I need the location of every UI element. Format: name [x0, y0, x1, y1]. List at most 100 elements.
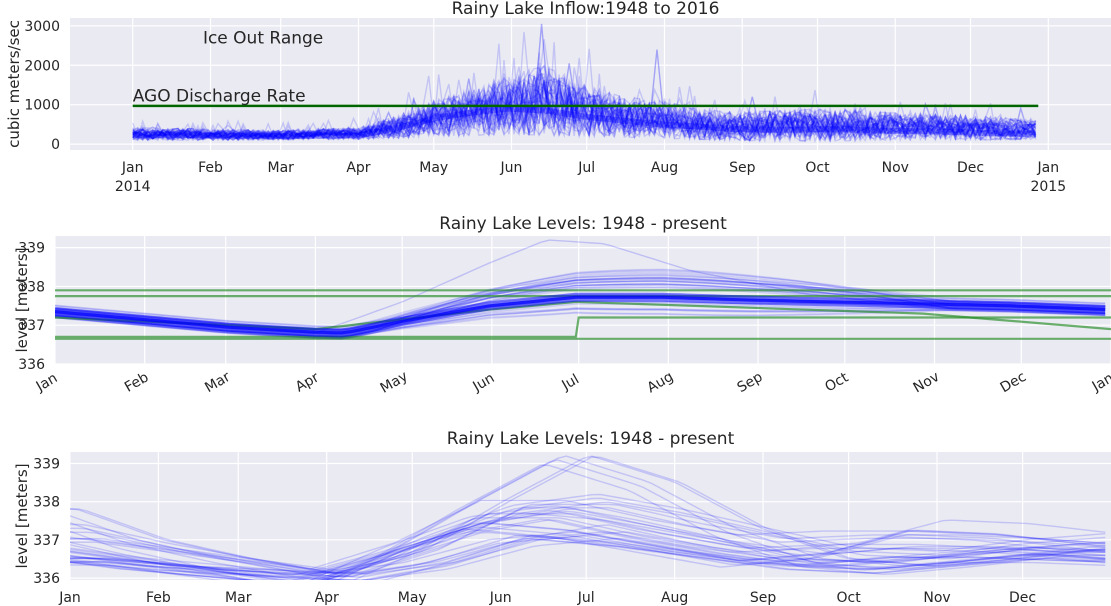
- y-tick-label: 338: [33, 495, 60, 511]
- level-series-line: [70, 510, 1106, 580]
- ice-out-annotation: Ice Out Range: [203, 29, 323, 49]
- level-series-line: [70, 534, 1106, 578]
- level-series-line: [70, 505, 1106, 580]
- x-tick-label: Dec: [957, 160, 984, 176]
- inflow-series-line: [132, 84, 1037, 142]
- level-series-line: [55, 309, 1106, 340]
- x-tick-label: Nov: [911, 369, 943, 397]
- level-series-line: [70, 501, 1106, 580]
- inflow-series-line: [132, 76, 1037, 142]
- y-tick-label: 336: [33, 571, 60, 587]
- chart-title: Rainy Lake Levels: 1948 - present: [439, 214, 727, 234]
- x-tick-label: Jan: [1089, 370, 1111, 395]
- plot-series: [132, 23, 1037, 144]
- level-series-line: [70, 534, 1106, 579]
- x-tick-label: Dec: [998, 369, 1029, 396]
- inflow-series-line: [132, 74, 1037, 143]
- x-tick-label: Apr: [293, 369, 322, 395]
- x-tick-label: Jan: [33, 370, 61, 395]
- inflow-series-line: [132, 73, 1036, 144]
- inflow-series-line: [132, 77, 1037, 143]
- x-tick-label: Jan: [58, 590, 81, 606]
- plot-area: [70, 18, 1111, 150]
- level-series-line: [70, 464, 1106, 580]
- y-tick-label: 339: [33, 456, 60, 472]
- chart-panel-3: Rainy Lake Levels: 1948 - present 336 337 3…: [13, 429, 1111, 606]
- y-tick-label: 339: [18, 241, 45, 257]
- inflow-mean-line: [132, 105, 1036, 140]
- x-tick-label: Jul: [577, 590, 595, 606]
- level-series-line: [70, 503, 1106, 574]
- y-tick-label: 2000: [24, 58, 60, 74]
- chart-panel-1: Ice Out Range AGO Discharge Rate Rainy Lak…: [5, 0, 1111, 195]
- x-tick-label: Apr: [315, 590, 339, 606]
- inflow-series-line: [132, 66, 1036, 144]
- x-tick-label: Feb: [146, 590, 171, 606]
- level-series-line: [70, 509, 1106, 576]
- y-tick-label: 338: [18, 279, 45, 295]
- x-tick-label: Dec: [1009, 590, 1036, 606]
- inflow-peak: [744, 96, 761, 130]
- x-tick-label: Apr: [346, 160, 370, 176]
- chart-title: Rainy Lake Inflow:1948 to 2016: [452, 0, 720, 19]
- level-series-line: [70, 459, 1106, 578]
- inflow-series-line: [132, 43, 1036, 142]
- y-tick-label: 337: [33, 533, 60, 549]
- level-series-line: [55, 307, 1106, 340]
- inflow-series-line: [132, 52, 1037, 143]
- inflow-series-line: [132, 78, 1036, 143]
- y-axis-label: cubic meters/sec: [5, 20, 23, 148]
- level-series-line: [70, 538, 1106, 580]
- x-tick-label: Aug: [661, 590, 688, 606]
- x-tick-label: May: [419, 160, 448, 176]
- inflow-series-line: [132, 42, 1037, 143]
- inflow-series-line: [132, 86, 1037, 144]
- x-tick-label: Sep: [729, 160, 756, 176]
- inflow-series-line: [132, 86, 1037, 142]
- level-series-line: [70, 512, 1106, 574]
- level-series-line: [70, 526, 1106, 580]
- inflow-series-line: [132, 72, 1037, 142]
- x-tick-label: Nov: [882, 160, 909, 176]
- inflow-series-line: [132, 78, 1037, 141]
- level-series-line: [70, 538, 1106, 580]
- inflow-series-line: [132, 73, 1037, 142]
- level-mean-line: [55, 295, 1106, 335]
- level-series-line: [70, 507, 1106, 578]
- level-series-line: [70, 522, 1106, 580]
- inflow-series-line: [132, 86, 1037, 141]
- x-tick-label: May: [398, 590, 427, 606]
- inflow-series-line: [132, 73, 1037, 144]
- x-tick-label: Oct: [837, 590, 862, 606]
- inflow-series-line: [132, 77, 1037, 143]
- inflow-series-line: [132, 63, 1037, 142]
- level-series-line: [70, 518, 1106, 580]
- x-tick-label: Feb: [122, 369, 152, 395]
- inflow-series-line: [132, 31, 1037, 143]
- inflow-series-line: [132, 77, 1037, 142]
- inflow-series-line: [132, 77, 1037, 142]
- x-tick-label: Mar: [202, 369, 233, 396]
- inflow-series-line: [132, 78, 1037, 142]
- x-tick-label: Oct: [805, 160, 830, 176]
- y-tick-label: 0: [51, 137, 60, 153]
- x-tick-label: May: [378, 368, 411, 396]
- inflow-series-line: [132, 69, 1037, 142]
- x-tick-label: Nov: [923, 590, 950, 606]
- level-series-line: [70, 528, 1106, 580]
- level-series-line: [70, 524, 1106, 580]
- inflow-series-line: [132, 67, 1036, 143]
- level-series-line: [55, 303, 1106, 340]
- inflow-peak: [533, 23, 550, 111]
- inflow-series-line: [132, 79, 1037, 143]
- level-series-line: [70, 519, 1106, 580]
- x-tick-year-label: 2015: [1030, 179, 1066, 195]
- level-series-line: [70, 534, 1106, 578]
- inflow-series-line: [132, 73, 1037, 142]
- y-axis-label: level [meters]: [13, 247, 31, 352]
- rule-curve-line: [55, 316, 1111, 338]
- y-axis-label: level [meters]: [13, 463, 31, 568]
- level-series-line: [70, 531, 1106, 575]
- level-series-line: [70, 517, 1106, 580]
- y-tick-label: 1000: [24, 98, 60, 114]
